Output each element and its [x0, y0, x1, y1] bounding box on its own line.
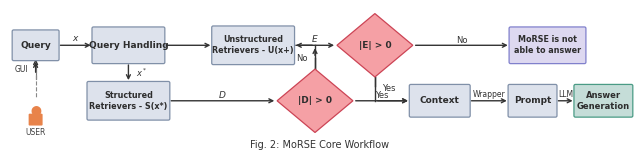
Text: Structured
Retrievers - S(x*): Structured Retrievers - S(x*) — [89, 91, 168, 111]
Polygon shape — [337, 14, 413, 77]
Text: Context: Context — [420, 96, 460, 105]
Text: Query Handling: Query Handling — [88, 41, 168, 50]
Text: Yes: Yes — [382, 84, 396, 93]
Text: LLM: LLM — [558, 90, 573, 99]
Text: $x^*$: $x^*$ — [136, 67, 148, 79]
Text: GUI: GUI — [15, 65, 29, 74]
Text: MoRSE is not
able to answer: MoRSE is not able to answer — [514, 35, 581, 55]
FancyBboxPatch shape — [212, 26, 294, 65]
FancyBboxPatch shape — [92, 27, 165, 64]
Text: |E| > 0: |E| > 0 — [358, 41, 391, 50]
FancyBboxPatch shape — [410, 84, 470, 117]
Text: Fig. 2: MoRSE Core Workflow: Fig. 2: MoRSE Core Workflow — [250, 140, 390, 150]
Polygon shape — [277, 69, 353, 132]
Text: Query: Query — [20, 41, 51, 50]
Text: Yes: Yes — [375, 91, 388, 100]
Text: No: No — [296, 54, 308, 63]
Text: $D$: $D$ — [218, 89, 227, 100]
Text: $x$: $x$ — [72, 34, 79, 43]
FancyBboxPatch shape — [508, 84, 557, 117]
Text: No: No — [456, 36, 467, 45]
Text: ⬤: ⬤ — [30, 106, 41, 116]
FancyBboxPatch shape — [12, 30, 59, 61]
Text: Wrapper: Wrapper — [472, 90, 505, 99]
Text: USER: USER — [26, 128, 46, 137]
Text: Answer
Generation: Answer Generation — [577, 91, 630, 111]
Text: |D| > 0: |D| > 0 — [298, 96, 332, 105]
FancyBboxPatch shape — [29, 114, 43, 126]
Text: Prompt: Prompt — [514, 96, 551, 105]
FancyBboxPatch shape — [87, 81, 170, 120]
FancyBboxPatch shape — [509, 27, 586, 64]
Text: $E$: $E$ — [311, 33, 319, 44]
Text: Unstructured
Retrievers - U(x+): Unstructured Retrievers - U(x+) — [212, 35, 294, 55]
FancyBboxPatch shape — [574, 84, 633, 117]
